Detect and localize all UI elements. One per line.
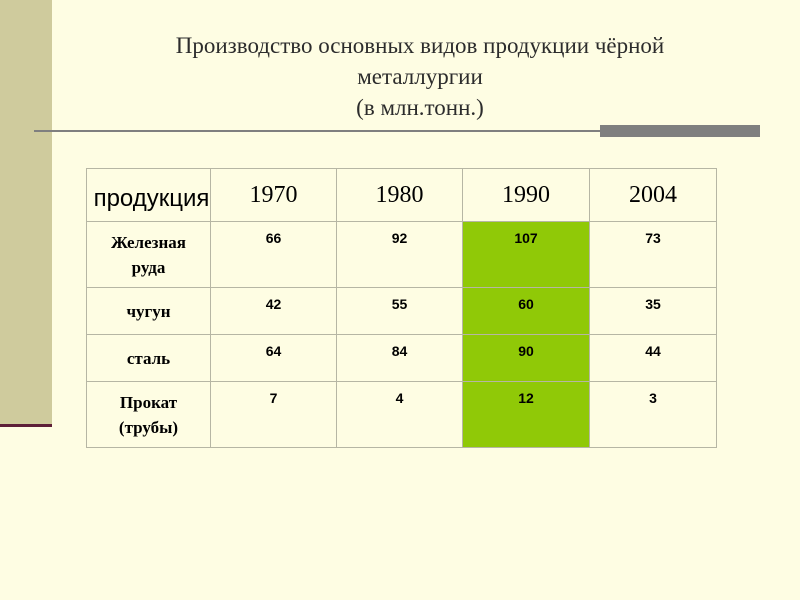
- column-header-product: продукция: [86, 168, 211, 222]
- table-row-steel: сталь 64 84 90 44: [86, 334, 717, 382]
- row-label: Железная руда: [86, 221, 211, 288]
- side-accent-bar: [0, 0, 52, 425]
- value-cell: 44: [589, 334, 717, 382]
- value-cell: 4: [336, 381, 463, 448]
- title-divider-block: [600, 125, 760, 137]
- row-label: Прокат (трубы): [86, 381, 211, 448]
- column-header-year: 2004: [589, 168, 717, 222]
- table-row-rolled-pipes: Прокат (трубы) 7 4 12 3: [86, 381, 717, 448]
- slide-title: Производство основных видов продукции чё…: [100, 30, 740, 123]
- column-header-year: 1970: [210, 168, 337, 222]
- value-cell: 92: [336, 221, 463, 288]
- value-cell: 66: [210, 221, 337, 288]
- value-cell: 42: [210, 287, 337, 335]
- column-header-year: 1980: [336, 168, 463, 222]
- production-table: продукция 1970 1980 1990 2004 Железная р…: [86, 168, 717, 448]
- side-accent-line: [0, 424, 52, 427]
- value-cell-highlighted: 90: [462, 334, 590, 382]
- table-row-cast-iron: чугун 42 55 60 35: [86, 287, 717, 335]
- value-cell: 35: [589, 287, 717, 335]
- row-label-line: руда: [131, 257, 166, 277]
- title-line-3: (в млн.тонн.): [356, 95, 484, 120]
- column-header-year: 1990: [462, 168, 590, 222]
- value-cell: 73: [589, 221, 717, 288]
- row-label: сталь: [86, 334, 211, 382]
- value-cell: 84: [336, 334, 463, 382]
- title-line-1: Производство основных видов продукции чё…: [175, 33, 665, 58]
- title-divider: [34, 130, 760, 132]
- row-label-line: Железная: [111, 232, 186, 252]
- value-cell-highlighted: 107: [462, 221, 590, 288]
- row-label-line: сталь: [126, 348, 171, 368]
- table-header-row: продукция 1970 1980 1990 2004: [86, 168, 717, 222]
- value-cell: 55: [336, 287, 463, 335]
- title-line-2: металлургии: [357, 64, 483, 89]
- value-cell: 7: [210, 381, 337, 448]
- row-label: чугун: [86, 287, 211, 335]
- row-label-line: чугун: [126, 301, 171, 321]
- table-row-iron-ore: Железная руда 66 92 107 73: [86, 221, 717, 288]
- value-cell-highlighted: 60: [462, 287, 590, 335]
- value-cell-highlighted: 12: [462, 381, 590, 448]
- value-cell: 64: [210, 334, 337, 382]
- row-label-line: (трубы): [118, 417, 179, 437]
- value-cell: 3: [589, 381, 717, 448]
- row-label-line: Прокат: [119, 392, 178, 412]
